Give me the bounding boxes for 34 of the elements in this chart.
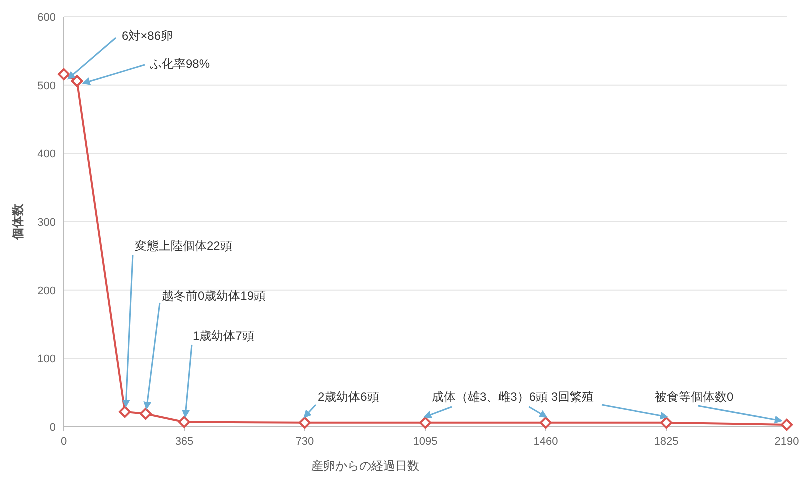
y-tick-label: 500 [38,80,56,92]
point [119,406,132,418]
x-axis-title: 産卵からの経過日数 [312,459,420,473]
x-tick-label: 365 [175,436,194,448]
x-tick-label: 0 [60,436,68,448]
y-tick-label: 400 [38,148,56,161]
x-tick-label: 2190 [774,436,800,448]
annotation: 2歳幼体6頭 [318,390,380,404]
point [781,418,793,431]
annotation: 被食等個体数0 [655,390,734,404]
point [140,408,152,420]
y-tick-label: 200 [38,285,56,298]
annotation: ふ化率98% [149,57,210,71]
point [178,416,190,428]
y-tick-label: 0 [50,422,56,434]
point [660,416,672,429]
annotation: 成体（雄3、雌3）6頭 3回繁殖 [432,390,594,404]
point [71,75,84,88]
x-tick-label: 1460 [534,436,558,448]
y-axis-title: 個体数 [11,203,25,241]
y-tick-label: 600 [38,12,56,24]
annotation: 1歳幼体7頭 [193,329,254,343]
annotation: 変態上陸個体22頭 [135,239,232,253]
x-tick-label: 1095 [413,436,438,448]
point [58,68,70,80]
x-tick-label: 1825 [654,436,679,448]
point [420,416,432,429]
annotation: 越冬前0歳幼体19頭 [162,289,266,303]
y-tick-label: 100 [38,354,56,366]
point [299,416,311,429]
point [540,416,552,429]
x-tick-label: 730 [296,436,314,448]
annotation: 6対×86卵 [122,29,174,43]
y-tick-label: 300 [38,217,56,229]
